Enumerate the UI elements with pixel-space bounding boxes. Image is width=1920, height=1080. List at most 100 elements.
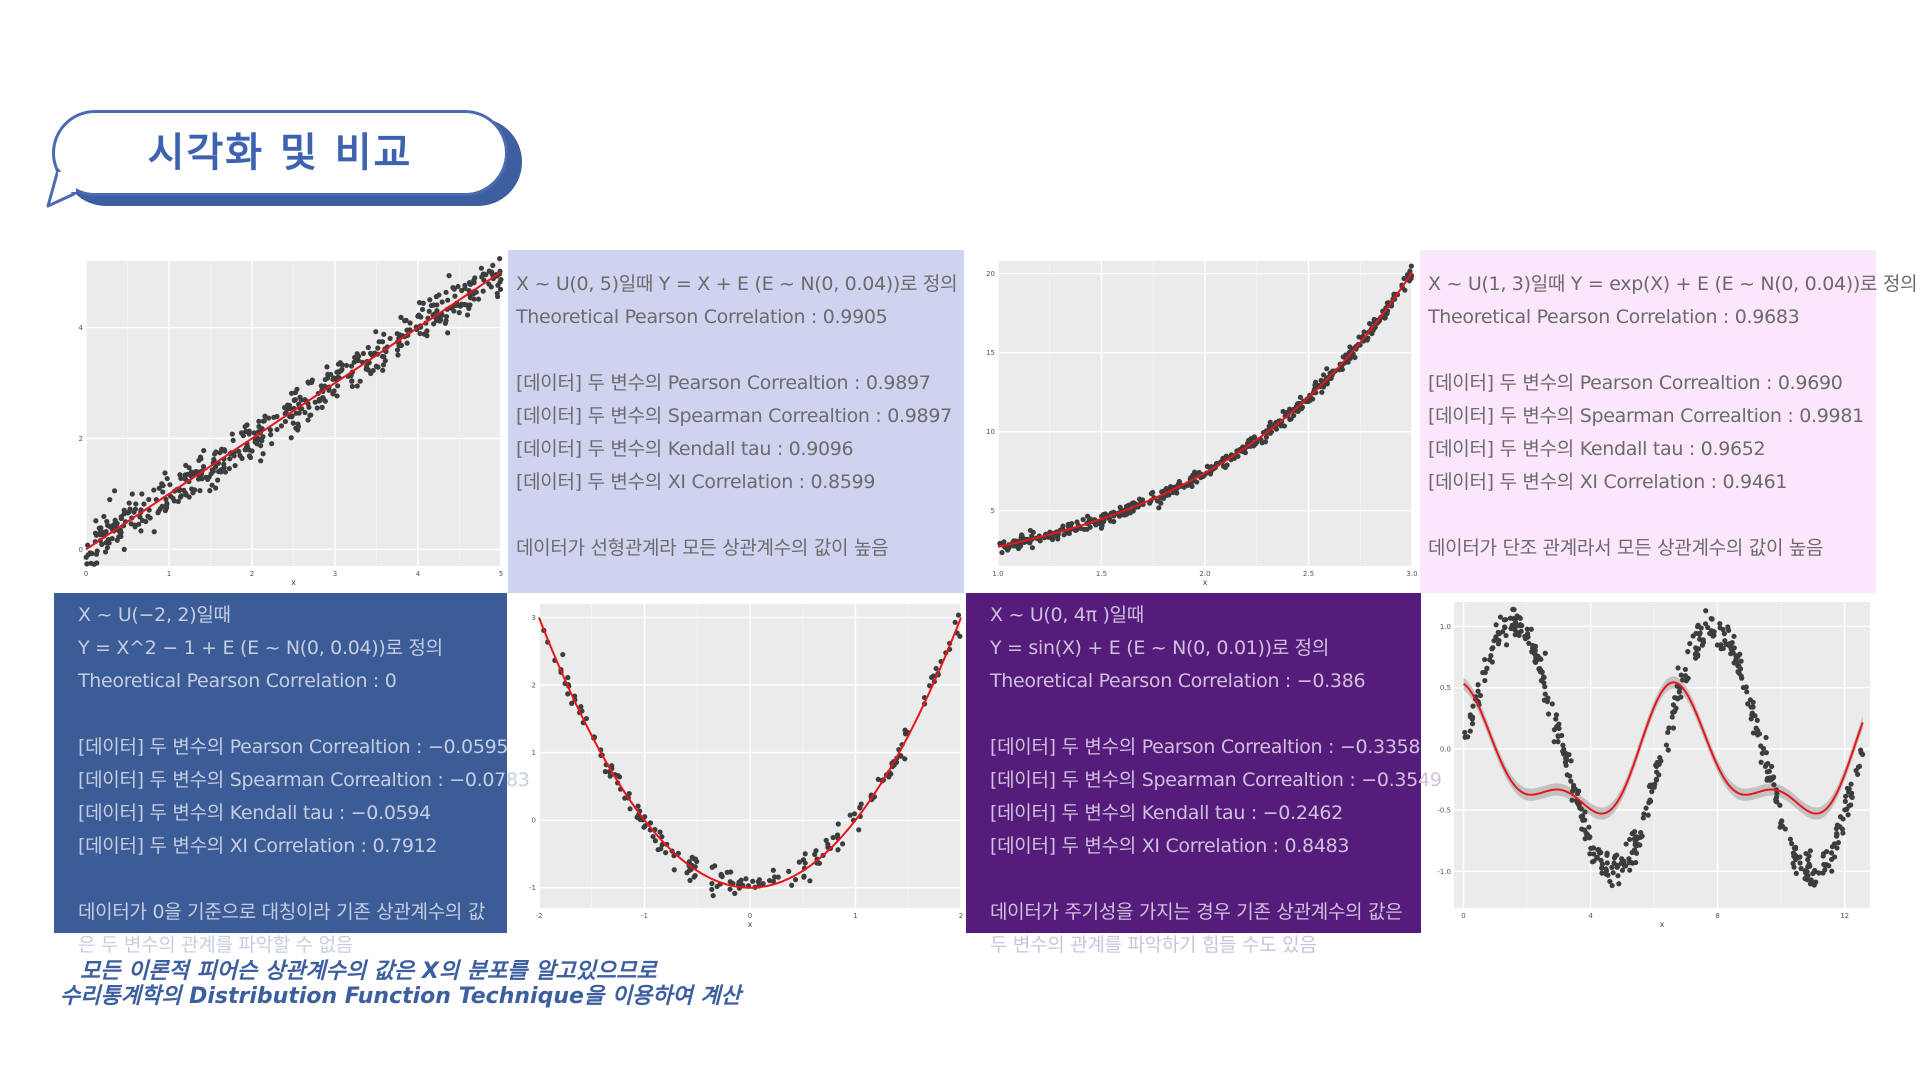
data-point bbox=[835, 847, 841, 853]
data-point bbox=[1740, 684, 1747, 691]
data-point bbox=[1510, 606, 1516, 612]
data-point bbox=[1123, 503, 1130, 509]
data-point bbox=[218, 467, 224, 473]
data-point bbox=[419, 306, 426, 313]
data-point bbox=[1797, 860, 1803, 866]
description-line: [데이터] 두 변수의 Kendall tau : −0.2462 bbox=[990, 802, 1343, 824]
data-point bbox=[1588, 845, 1594, 851]
data-point bbox=[1738, 673, 1744, 679]
data-point bbox=[1707, 630, 1713, 637]
data-point bbox=[1567, 773, 1573, 779]
data-point bbox=[217, 450, 223, 456]
data-point bbox=[1512, 616, 1518, 622]
line-gap bbox=[78, 863, 499, 896]
data-point bbox=[183, 476, 189, 482]
data-point bbox=[88, 560, 94, 566]
data-point bbox=[830, 834, 836, 841]
data-point bbox=[1604, 852, 1610, 858]
data-point bbox=[1568, 758, 1574, 764]
data-point bbox=[1496, 631, 1502, 637]
data-point bbox=[1551, 739, 1557, 745]
data-point bbox=[443, 313, 450, 320]
data-point bbox=[1524, 626, 1530, 632]
data-point bbox=[1609, 864, 1615, 870]
line-gap bbox=[1428, 499, 1868, 532]
data-point bbox=[456, 310, 462, 316]
data-point bbox=[825, 841, 831, 847]
description-line: [데이터] 두 변수의 Pearson Correaltion : 0.9690 bbox=[1428, 372, 1843, 394]
data-point bbox=[141, 501, 147, 507]
data-point bbox=[443, 289, 449, 295]
data-point bbox=[1826, 863, 1832, 869]
panel-quad-description: X ~ U(−2, 2)일때 Y = X^2 − 1 + E (E ~ N(0, … bbox=[54, 593, 530, 956]
data-point bbox=[196, 457, 202, 463]
data-point bbox=[213, 485, 219, 491]
line-gap bbox=[1428, 334, 1868, 367]
data-point bbox=[1779, 823, 1786, 829]
data-point bbox=[256, 423, 262, 430]
data-point bbox=[1604, 871, 1610, 878]
data-point bbox=[775, 874, 781, 880]
data-point bbox=[1568, 778, 1574, 784]
y-tick-label: 2 bbox=[532, 682, 536, 690]
data-point bbox=[136, 521, 142, 527]
data-point bbox=[1858, 750, 1864, 756]
data-point bbox=[647, 820, 654, 826]
data-point bbox=[1846, 786, 1852, 792]
data-point bbox=[459, 301, 465, 307]
description-line: [데이터] 두 변수의 Spearman Correaltion : −0.35… bbox=[990, 769, 1442, 791]
description-line: 데이터가 단조 관계라서 모든 상관계수의 값이 높음 bbox=[1428, 537, 1824, 559]
data-point bbox=[1777, 802, 1783, 808]
data-point bbox=[1501, 617, 1507, 623]
data-point bbox=[812, 851, 818, 857]
description-line: Y = X^2 − 1 + E (E ~ N(0, 0.04))로 정의 bbox=[78, 637, 443, 659]
x-tick-label: 4 bbox=[1588, 912, 1593, 920]
data-point bbox=[1720, 645, 1726, 652]
data-point bbox=[1670, 702, 1677, 708]
data-point bbox=[1475, 688, 1481, 694]
data-point bbox=[1764, 769, 1770, 775]
line-gap bbox=[990, 698, 1413, 731]
data-point bbox=[635, 803, 641, 809]
data-point bbox=[1462, 729, 1468, 736]
panel-exp-description: X ~ U(1, 3)일때 Y = exp(X) + E (E ~ N(0, 0… bbox=[1420, 250, 1918, 593]
data-point bbox=[93, 551, 100, 557]
data-point bbox=[104, 545, 111, 551]
data-point bbox=[394, 347, 401, 353]
data-point bbox=[439, 299, 445, 305]
data-point bbox=[1366, 320, 1373, 327]
data-point bbox=[170, 495, 176, 501]
data-point bbox=[285, 406, 291, 412]
data-point bbox=[215, 477, 221, 483]
data-point bbox=[727, 886, 733, 892]
plot-exp: 1.0 1.5 2.0 2.5 3.0 5 10 15 20 x bbox=[974, 255, 1418, 588]
data-point bbox=[1574, 799, 1580, 805]
y-tick-label: -0.5 bbox=[1437, 807, 1451, 815]
data-point bbox=[1678, 672, 1684, 678]
data-point bbox=[497, 286, 504, 292]
data-point bbox=[459, 287, 465, 294]
y-tick-label: 1.0 bbox=[1440, 623, 1451, 631]
data-point bbox=[1842, 807, 1848, 813]
data-point bbox=[1654, 769, 1660, 775]
data-point bbox=[222, 469, 228, 475]
x-tick-label: -1 bbox=[641, 912, 648, 920]
plot-quad: -2 -1 0 1 2 -1 0 1 2 3 x bbox=[515, 598, 967, 930]
data-point bbox=[328, 371, 334, 378]
data-point bbox=[246, 453, 253, 459]
data-point bbox=[490, 262, 496, 268]
data-point bbox=[786, 868, 792, 874]
data-point bbox=[1718, 642, 1724, 648]
data-point bbox=[478, 265, 484, 271]
data-point bbox=[416, 300, 423, 306]
data-point bbox=[349, 383, 355, 390]
data-point bbox=[402, 318, 408, 324]
data-point bbox=[93, 518, 99, 524]
data-point bbox=[1769, 763, 1775, 770]
data-point bbox=[1698, 625, 1704, 631]
data-point bbox=[1622, 863, 1628, 869]
data-point bbox=[789, 882, 795, 888]
data-point bbox=[320, 395, 326, 401]
data-point bbox=[1049, 536, 1056, 543]
data-point bbox=[107, 524, 113, 530]
